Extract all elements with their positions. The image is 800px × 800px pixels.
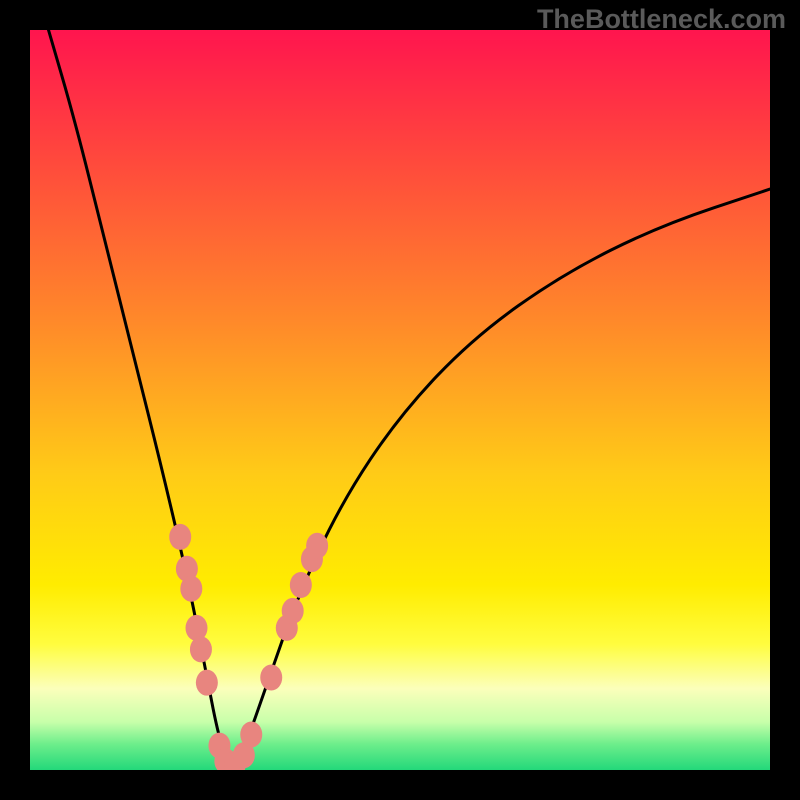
data-marker <box>190 636 212 662</box>
chart-svg <box>30 30 770 770</box>
data-marker <box>169 524 191 550</box>
chart-container: TheBottleneck.com <box>0 0 800 800</box>
plot-area <box>30 30 770 770</box>
data-marker <box>290 572 312 598</box>
data-marker <box>196 670 218 696</box>
data-marker <box>180 576 202 602</box>
data-marker <box>282 598 304 624</box>
watermark-text: TheBottleneck.com <box>537 4 786 35</box>
gradient-background <box>30 30 770 770</box>
data-marker <box>306 533 328 559</box>
data-marker <box>260 665 282 691</box>
data-marker <box>240 721 262 747</box>
